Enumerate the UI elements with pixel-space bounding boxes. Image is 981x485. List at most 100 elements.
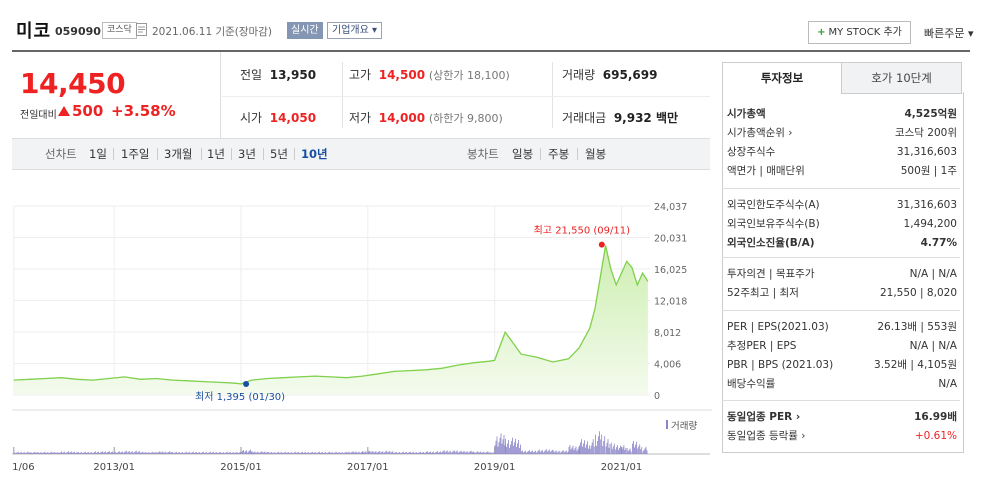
- period-10y[interactable]: 10년: [301, 147, 328, 161]
- side-panel: [722, 92, 964, 453]
- volume-bar: [300, 452, 301, 454]
- volume-legend-swatch: [666, 420, 668, 429]
- volume-bar: [472, 451, 474, 454]
- volume-bar: [304, 452, 305, 454]
- volume-bar: [146, 453, 148, 454]
- volume-bar: [536, 451, 538, 454]
- volume-bar: [243, 450, 244, 454]
- candle-daily[interactable]: 일봉: [512, 147, 534, 161]
- volume-bar: [154, 452, 156, 454]
- info-row: 시가총액순위 › 코스닥 200위: [727, 124, 957, 142]
- volume-bar: [424, 453, 425, 454]
- volume-bar: [224, 452, 226, 454]
- realtime-button[interactable]: 실시간: [287, 22, 323, 39]
- volume-bar: [177, 452, 179, 454]
- volume-bar: [94, 452, 95, 455]
- volume-bar: [396, 452, 397, 454]
- volume-bar: [385, 451, 387, 454]
- volume-bar: [415, 452, 416, 454]
- volume-bar: [135, 450, 137, 454]
- volume-bar: [402, 452, 403, 454]
- volume-bar: [24, 453, 26, 454]
- volume-bar: [612, 446, 614, 454]
- volume-bar: [363, 452, 365, 454]
- volume-bar: [165, 451, 167, 454]
- volume-bar: [327, 452, 328, 454]
- volume-bar: [323, 453, 324, 454]
- info-divider: [722, 188, 960, 189]
- period-1w[interactable]: 1주일: [121, 147, 150, 161]
- volume-bar: [636, 441, 637, 454]
- period-1y[interactable]: 1년: [207, 147, 225, 161]
- period-3m[interactable]: 3개월: [164, 147, 193, 161]
- volume-bar: [350, 452, 352, 454]
- volume-bar: [128, 451, 130, 454]
- volume-bar: [398, 452, 399, 454]
- volume-bar: [168, 451, 170, 454]
- volume-bar: [64, 451, 66, 454]
- volume-bar: [378, 451, 380, 454]
- stat-high: 고가 14,500 (상한가 18,100): [349, 68, 510, 82]
- volume-bar: [629, 448, 631, 454]
- info-row: PER | EPS(2021.03) 26.13배 | 553원: [727, 318, 957, 336]
- volume-bar: [226, 451, 228, 454]
- volume-bar: [89, 453, 90, 454]
- volume-bar: [591, 442, 593, 454]
- volume-bar: [238, 452, 240, 454]
- volume-bar: [291, 452, 293, 454]
- volume-bar: [437, 451, 438, 454]
- volume-bar: [428, 452, 429, 454]
- volume-bar: [512, 437, 513, 454]
- volume-bar: [148, 452, 150, 454]
- candle-monthly[interactable]: 월봉: [585, 147, 607, 161]
- volume-bar: [403, 451, 404, 454]
- volume-bar: [293, 452, 295, 454]
- period-divider: [263, 148, 264, 160]
- volume-bar: [537, 450, 539, 454]
- volume-bar: [587, 441, 588, 454]
- period-3y[interactable]: 3년: [238, 147, 256, 161]
- volume-bar: [134, 451, 136, 454]
- volume-bar: [589, 448, 591, 454]
- volume-bar: [523, 452, 524, 454]
- volume-bar: [202, 452, 203, 454]
- volume-bar: [233, 453, 235, 454]
- volume-bar: [288, 452, 290, 454]
- period-1d[interactable]: 1일: [89, 147, 107, 161]
- volume-bar: [74, 451, 76, 454]
- company-overview-dropdown[interactable]: 기업개요 ▾: [327, 22, 382, 39]
- volume-bar: [139, 452, 141, 454]
- info-key: 추정PER | EPS: [727, 340, 797, 352]
- quick-order-dropdown[interactable]: 빠른주문 ▾: [924, 27, 974, 40]
- volume-bar: [264, 451, 266, 454]
- info-row: 상장주식수 31,316,603: [727, 143, 957, 161]
- price-chart[interactable]: 24,037 20,031 16,025 12,018 8,012 4,006 0 2011/…: [12, 188, 712, 478]
- volume-bar: [72, 452, 74, 454]
- volume-bar: [499, 437, 501, 454]
- volume-bar: [201, 452, 202, 454]
- period-divider: [294, 148, 295, 160]
- volume-bar: [389, 451, 391, 454]
- period-5y[interactable]: 5년: [270, 147, 288, 161]
- period-divider: [540, 148, 541, 160]
- current-price: 14,450: [20, 67, 126, 100]
- tab-order-book[interactable]: 호가 10단계: [841, 62, 962, 94]
- volume-bar: [405, 452, 406, 454]
- volume-bar: [137, 451, 139, 454]
- volume-bar: [370, 452, 372, 454]
- volume-bar: [621, 449, 623, 454]
- volume-bar: [478, 452, 480, 454]
- volume-bar: [222, 452, 224, 454]
- volume-bar: [620, 445, 621, 454]
- tab-investment-info[interactable]: 투자정보: [722, 62, 842, 93]
- volume-bar: [623, 445, 625, 454]
- volume-bar: [457, 452, 459, 454]
- price-area: [13, 245, 648, 395]
- volume-bar: [435, 452, 436, 454]
- volume-bar: [646, 450, 648, 454]
- min-marker: [243, 380, 250, 387]
- volume-bar: [644, 448, 646, 454]
- candle-weekly[interactable]: 주봉: [548, 147, 570, 161]
- add-my-stock-button[interactable]: + MY STOCK 추가: [808, 21, 911, 44]
- volume-bar: [553, 452, 555, 454]
